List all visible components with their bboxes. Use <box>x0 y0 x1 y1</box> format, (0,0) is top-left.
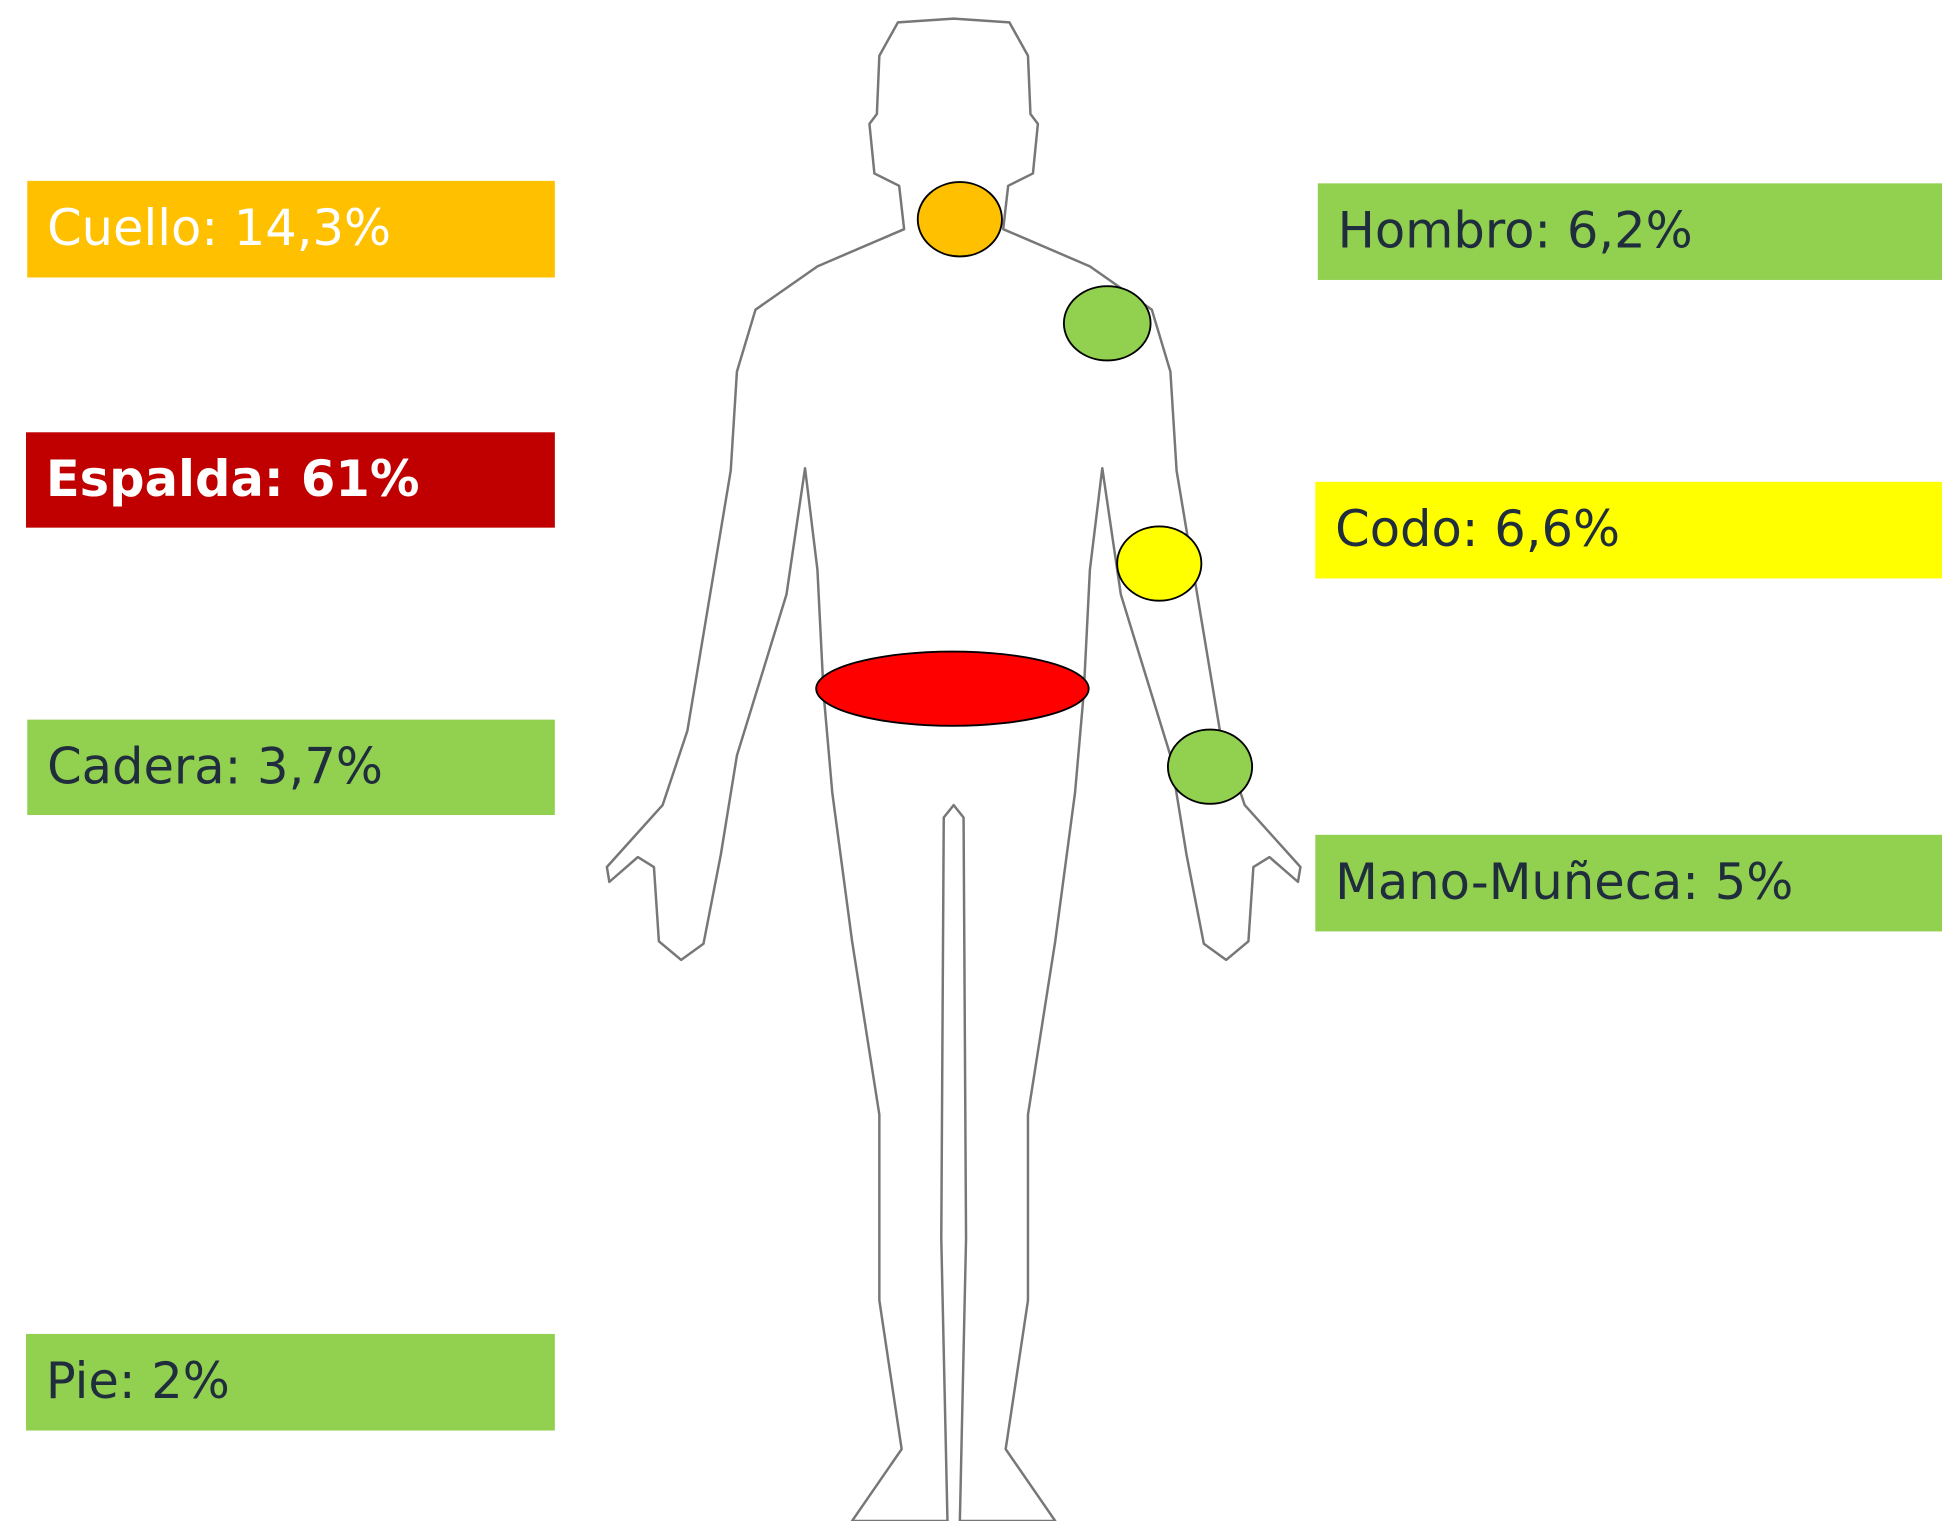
label-text: Codo: 6,6% <box>1335 500 1620 558</box>
shoulder-marker <box>1064 286 1151 360</box>
wrist-marker <box>1168 730 1252 804</box>
label-text: Mano-Muñeca: 5% <box>1335 853 1793 911</box>
elbow-marker <box>1117 526 1201 600</box>
body-diagram: Cuello: 14,3% Espalda: 61% Cadera: 3,7% Pie… <box>0 0 1942 1521</box>
label-text: Cuello: 14,3% <box>47 199 391 257</box>
label-text: Pie: 2% <box>46 1352 230 1410</box>
page: Cuello: 14,3% Espalda: 61% Cadera: 3,7% Pie… <box>0 0 1942 1521</box>
neck-marker <box>918 182 1002 256</box>
label-text: Cadera: 3,7% <box>47 737 383 795</box>
label-text: Espalda: 61% <box>46 450 420 508</box>
back-marker <box>816 652 1088 726</box>
label-text: Hombro: 6,2% <box>1338 202 1693 260</box>
